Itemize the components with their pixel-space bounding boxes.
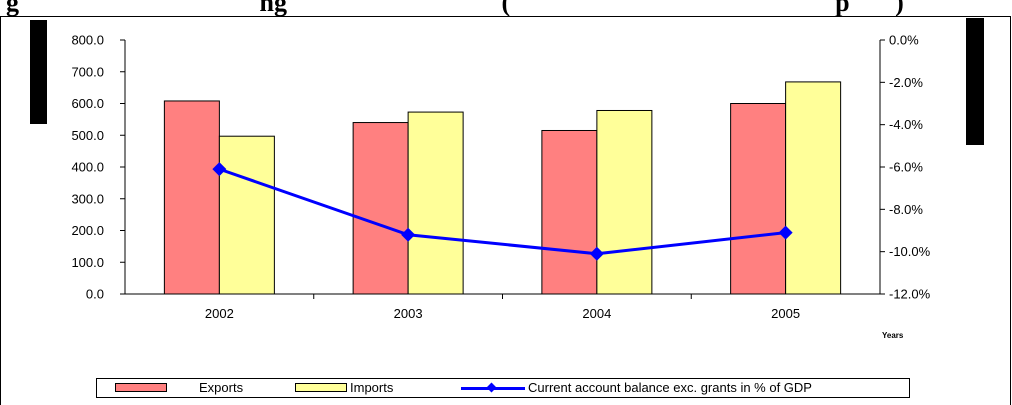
chart-title-strip: g ng ( p ) [0,0,1012,16]
y-left-tick-label: 800.0 [71,33,104,48]
redaction-right [966,18,984,145]
legend-balance-marker [486,382,497,393]
x-axis-title: Years [882,331,904,340]
bar-exports [352,122,409,295]
x-tick-label: 2003 [394,306,423,321]
balance-point [401,227,416,242]
balance-line [218,167,786,256]
bar-exports [163,100,220,295]
y-right-tick-label: -2.0% [889,75,923,90]
bar-imports [596,109,653,295]
balance-point [778,225,793,240]
y-right-tick-label: -6.0% [889,160,923,175]
legend-exports-label: Exports [199,380,244,395]
x-tick-label: 2002 [205,306,234,321]
legend-balance-label: Current account balance exc. grants in %… [528,380,812,395]
y-left-tick-label: 700.0 [71,64,104,79]
y-left-tick-label: 100.0 [71,255,104,270]
x-tick-label: 2005 [771,306,800,321]
y-right-tick-label: -8.0% [889,202,923,217]
legend-exports-swatch [115,383,167,392]
chart-title: g ng ( p ) [6,0,904,16]
balance-point [589,246,604,261]
y-right-tick-label: -12.0% [889,287,931,302]
legend-imports-swatch [295,383,347,392]
y-left-tick-label: 200.0 [71,223,104,238]
y-left-tick-label: 0.0 [86,287,104,302]
bar-imports [218,135,275,295]
y-right-tick-label: -10.0% [889,244,931,259]
bar-imports [785,81,842,295]
x-tick-label: 2004 [582,306,611,321]
y-left-tick-label: 600.0 [71,96,104,111]
y-right-tick-label: -4.0% [889,117,923,132]
y-left-tick-label: 400.0 [71,160,104,175]
legend-imports-label: Imports [350,380,394,395]
bar-exports [730,103,787,295]
y-right-tick-label: 0.0% [889,33,919,48]
chart-frame [0,16,1011,405]
y-left-tick-label: 300.0 [71,191,104,206]
bar-imports [407,111,464,295]
legend: Exports Imports Current account balance … [96,378,910,398]
balance-point [212,162,227,177]
y-left-tick-label: 500.0 [71,128,104,143]
redaction-left [30,20,47,124]
bar-exports [541,129,598,295]
